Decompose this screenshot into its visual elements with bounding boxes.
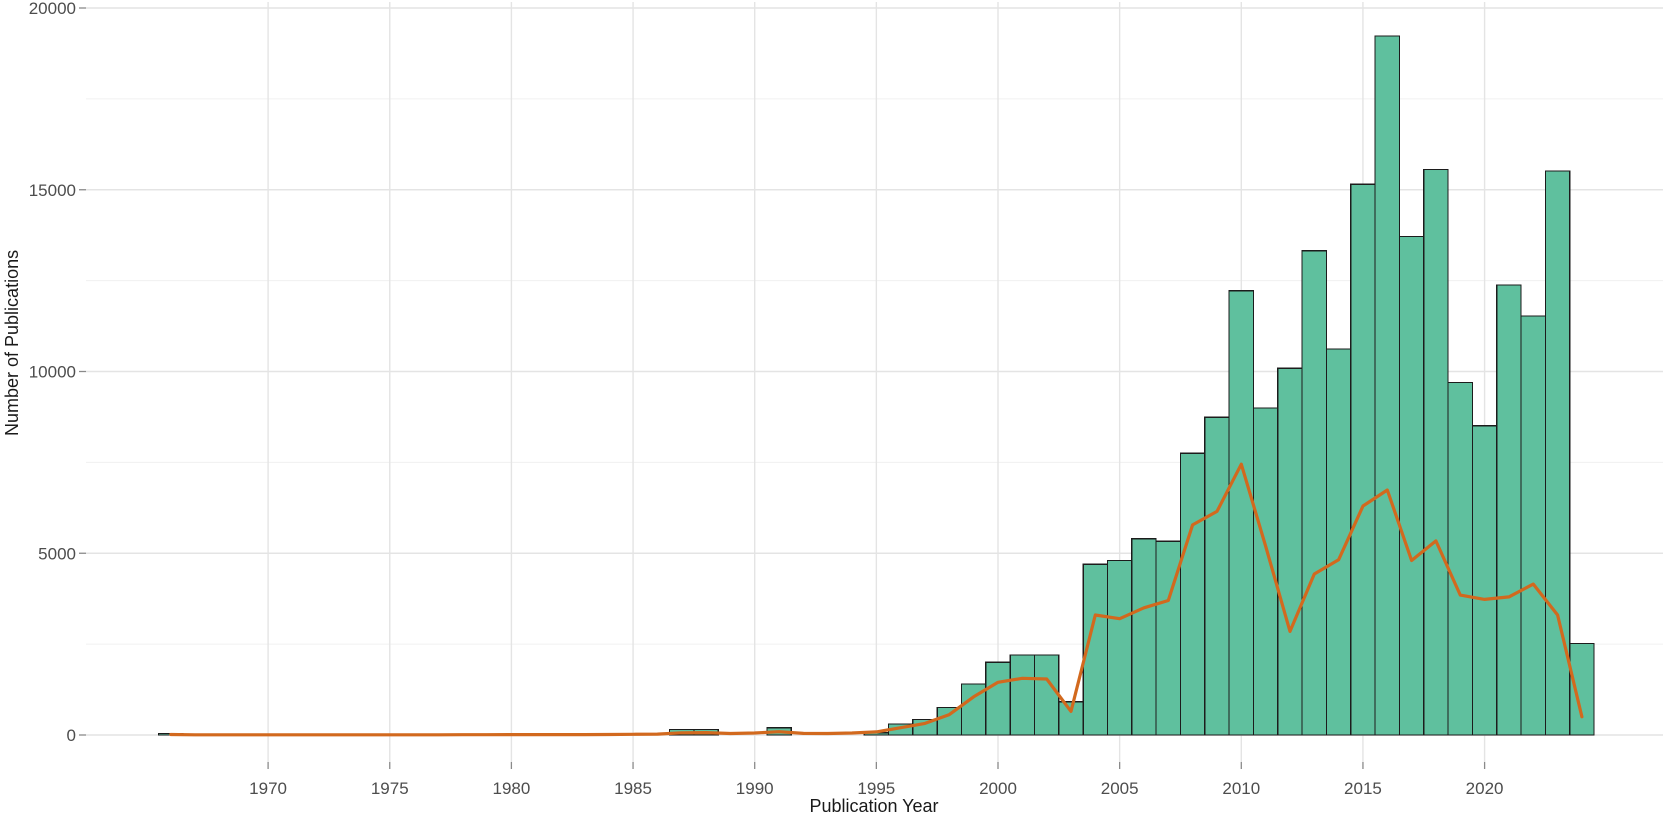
y-tick-label-5000: 5000 bbox=[38, 544, 76, 563]
bar-2010 bbox=[1228, 290, 1255, 736]
bar-2020 bbox=[1471, 425, 1498, 736]
bar-2013 bbox=[1301, 250, 1328, 736]
x-tick-labels: 1970 1975 1980 1985 1990 1995 2000 2005 2010 2015… bbox=[249, 779, 1503, 798]
bar-2015 bbox=[1350, 183, 1376, 736]
bar-2002 bbox=[1033, 654, 1060, 736]
x-tick-label-2020: 2020 bbox=[1466, 779, 1504, 798]
bar-2018 bbox=[1423, 168, 1449, 736]
x-tick-label-1975: 1975 bbox=[371, 779, 409, 798]
bar-2008 bbox=[1179, 452, 1206, 736]
bar-2012 bbox=[1277, 367, 1303, 736]
x-axis-title: Publication Year bbox=[809, 796, 939, 816]
bar-2001 bbox=[1009, 654, 1036, 736]
bar-2019 bbox=[1447, 381, 1474, 736]
x-tick-label-1980: 1980 bbox=[492, 779, 530, 798]
x-tick-label-2005: 2005 bbox=[1101, 779, 1139, 798]
y-axis-title: Number of Publications bbox=[2, 249, 22, 436]
bar-2017 bbox=[1398, 236, 1425, 736]
bar-2022 bbox=[1520, 315, 1547, 736]
bar-1998 bbox=[936, 706, 963, 736]
x-tick-label-1990: 1990 bbox=[736, 779, 774, 798]
y-tick-label-0: 0 bbox=[67, 726, 76, 745]
y-tick-label-15000: 15000 bbox=[29, 181, 76, 200]
bar-2024 bbox=[1569, 642, 1595, 736]
bar-2023 bbox=[1544, 170, 1571, 736]
x-tick-label-1995: 1995 bbox=[857, 779, 895, 798]
x-tick-label-2010: 2010 bbox=[1222, 779, 1260, 798]
bars-series bbox=[158, 35, 1595, 736]
axis-tick-marks bbox=[79, 7, 1486, 769]
x-tick-label-2015: 2015 bbox=[1344, 779, 1382, 798]
x-tick-label-2000: 2000 bbox=[979, 779, 1017, 798]
bar-2006 bbox=[1131, 538, 1157, 736]
x-tick-label-1970: 1970 bbox=[249, 779, 287, 798]
x-tick-label-1985: 1985 bbox=[614, 779, 652, 798]
y-tick-label-20000: 20000 bbox=[29, 0, 76, 18]
bar-2009 bbox=[1204, 416, 1230, 736]
trend-line bbox=[169, 462, 1584, 737]
bar-2005 bbox=[1106, 559, 1133, 736]
y-tick-labels: 0 5000 10000 15000 20000 bbox=[29, 0, 76, 745]
bar-2021 bbox=[1496, 284, 1522, 736]
y-tick-label-10000: 10000 bbox=[29, 363, 76, 382]
bar-2000 bbox=[985, 661, 1011, 736]
bar-2016 bbox=[1374, 35, 1401, 736]
